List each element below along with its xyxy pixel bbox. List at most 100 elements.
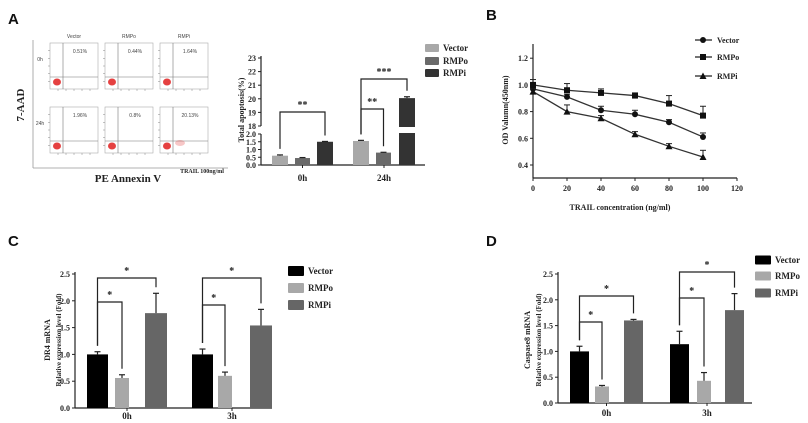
y-tick-label: 1.0: [543, 347, 553, 356]
flow-percentage: 20.13%: [182, 113, 200, 119]
x-tick-label: 60: [631, 184, 639, 193]
y-tick-label: 0.0: [543, 399, 553, 408]
y-tick-label: 1.0: [518, 81, 528, 90]
x-tick-label: 0h: [122, 411, 132, 421]
y-tick-label: 1.0: [246, 146, 256, 155]
flow-event-cluster: [163, 78, 171, 86]
flow-event-cluster: [175, 140, 185, 146]
legend-label: RMPi: [443, 68, 466, 78]
data-point-rmpo: [700, 112, 706, 119]
x-tick-label: 100: [697, 184, 709, 193]
y-axis-label-secondary: Relative expression level (Fold): [55, 293, 63, 387]
data-point-rmpi: [597, 114, 605, 122]
x-tick-label: 24h: [377, 173, 391, 183]
y-tick-label: 1.0: [60, 350, 70, 359]
x-tick-label: 0: [531, 184, 535, 193]
panel-label-c: C: [8, 233, 19, 250]
y-axis-label: DR4 mRNA: [43, 319, 52, 361]
y-axis-label-secondary: Relative expression level (Fold): [535, 293, 543, 387]
y-tick-label: 0.5: [246, 153, 256, 162]
y-axis-label: OD Valumn(450nm): [501, 75, 510, 144]
data-point-vector: [632, 111, 638, 118]
significance-label: **: [298, 100, 308, 111]
flow-column-label: RMPo: [122, 34, 136, 40]
flow-ylabel: 7-AAD: [15, 88, 27, 121]
legend-label: Vector: [443, 43, 468, 53]
flow-percentage: 0.51%: [73, 49, 88, 55]
bar-vector-0h: [570, 351, 589, 403]
legend-marker-rmpi: [699, 72, 707, 79]
significance-label: *: [588, 310, 593, 321]
legend-swatch-rmpi: [755, 288, 771, 298]
flow-column-label: Vector: [67, 34, 82, 40]
significance-label: **: [367, 97, 377, 108]
bar-rmpi-0h: [317, 141, 333, 165]
y-tick-label: 20: [248, 95, 256, 104]
data-point-vector: [598, 107, 604, 114]
y-tick-label: 21: [248, 81, 256, 90]
legend-swatch-vector: [755, 255, 771, 265]
x-axis-label: TRAIL concentration (ng/ml): [570, 203, 671, 212]
bar-rmpi-0h: [145, 313, 167, 408]
x-tick-label: 80: [665, 184, 673, 193]
legend-label: Vector: [717, 36, 740, 45]
legend-label: RMPi: [717, 72, 738, 81]
flow-percentage: 0.44%: [128, 49, 143, 55]
bar-rmpo-24h: [376, 152, 391, 165]
legend-label: RMPo: [775, 271, 800, 281]
bar-vector-24h: [353, 140, 369, 165]
data-point-vector: [564, 93, 570, 100]
y-tick-label: 0.6: [518, 134, 528, 143]
y-tick-label: 0.8: [518, 108, 528, 117]
data-point-vector: [700, 133, 706, 140]
y-tick-label: 2.0: [246, 130, 256, 139]
significance-label: *: [689, 286, 694, 297]
legend-marker-vector: [700, 37, 706, 43]
legend-label: RMPo: [717, 53, 739, 62]
data-point-rmpi: [665, 142, 673, 150]
significance-label: ***: [377, 67, 392, 78]
series-line-rmpo: [532, 84, 704, 117]
bar-vector-3h: [192, 354, 213, 408]
x-tick-label: 20: [563, 184, 571, 193]
series-line-vector: [532, 88, 704, 138]
bar-vector-0h: [87, 354, 108, 408]
flow-row-label: 24h: [36, 121, 45, 127]
legend-swatch-rmpi: [288, 300, 304, 310]
legend-label: Vector: [308, 266, 333, 276]
significance-bracket: [578, 321, 603, 380]
flow-event-cluster: [53, 142, 61, 150]
legend-label: RMPi: [308, 300, 331, 310]
bar-rmpo-3h: [697, 380, 711, 403]
significance-label: *: [229, 266, 234, 277]
significance-bracket: [678, 297, 705, 367]
y-axis-label: Caspase8 mRNA: [523, 311, 532, 369]
bar-rmpo-0h: [115, 377, 129, 408]
x-tick-label: 0h: [298, 173, 308, 183]
y-tick-label: 22: [248, 68, 256, 77]
legend-label: RMPo: [443, 56, 468, 66]
x-tick-label: 3h: [227, 411, 237, 421]
flow-event-cluster: [108, 78, 116, 86]
significance-label: *: [107, 290, 112, 301]
axis-break: [257, 127, 427, 133]
y-tick-label: 1.5: [543, 322, 553, 331]
data-point-rmpo: [564, 87, 570, 94]
significance-bracket: [201, 304, 226, 367]
flow-column-label: RMPi: [178, 34, 190, 40]
bar-vector-0h: [272, 155, 288, 165]
y-tick-label: 0.0: [60, 404, 70, 413]
x-tick-label: 120: [731, 184, 743, 193]
legend-swatch-rmpo: [288, 283, 304, 293]
panel-label-d: D: [486, 233, 497, 250]
y-tick-label: 1.5: [246, 138, 256, 147]
y-tick-label: 2.0: [543, 296, 553, 305]
legend-swatch-vector: [288, 266, 304, 276]
significance-bracket: [96, 301, 123, 369]
legend-marker-rmpo: [700, 54, 706, 60]
flow-percentage: 0.8%: [129, 113, 141, 119]
significance-label: *: [705, 260, 710, 271]
y-tick-label: 0.0: [246, 161, 256, 170]
y-tick-label: 0.4: [518, 161, 528, 170]
legend-label: RMPi: [775, 288, 798, 298]
